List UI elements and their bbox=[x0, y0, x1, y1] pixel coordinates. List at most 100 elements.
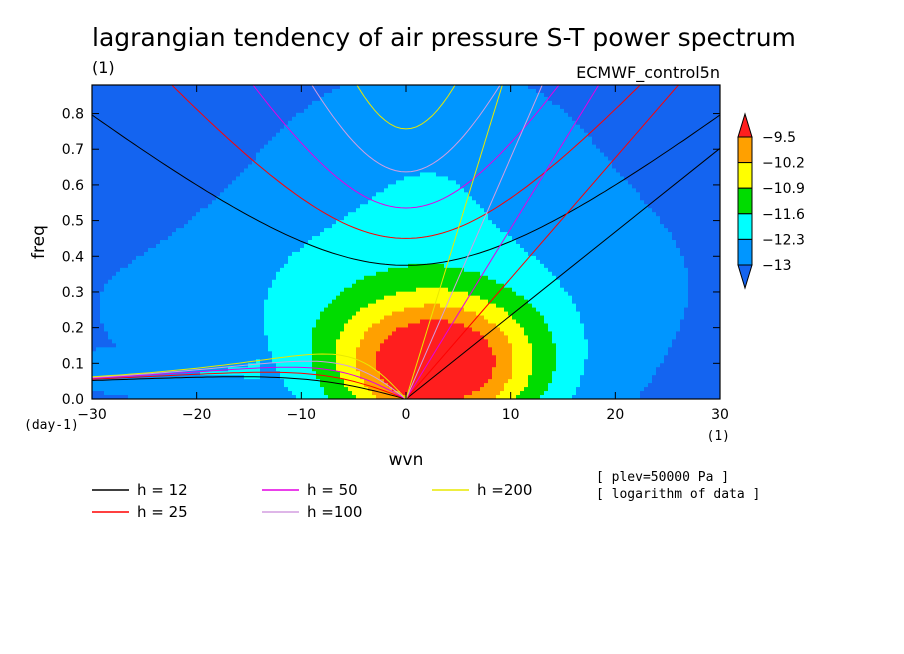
heat-cell bbox=[156, 267, 161, 273]
heat-cell bbox=[256, 108, 261, 114]
heat-cell bbox=[228, 172, 233, 178]
heat-cell bbox=[180, 204, 185, 209]
heat-cell bbox=[320, 132, 325, 138]
heat-cell bbox=[340, 224, 345, 229]
heat-cell bbox=[240, 136, 245, 142]
heat-cell bbox=[224, 323, 229, 329]
heat-cell bbox=[308, 120, 313, 126]
heat-cell bbox=[272, 351, 277, 356]
heat-cell bbox=[272, 359, 277, 364]
heat-cell bbox=[92, 299, 97, 305]
heat-cell bbox=[100, 85, 105, 90]
heat-cell bbox=[148, 184, 153, 189]
heat-cell bbox=[320, 192, 325, 197]
heat-cell bbox=[292, 339, 297, 344]
heat-cell bbox=[108, 303, 113, 309]
heat-cell bbox=[244, 160, 249, 166]
heat-cell bbox=[252, 92, 257, 98]
heat-cell bbox=[124, 200, 129, 205]
heat-cell bbox=[228, 247, 233, 253]
heat-cell bbox=[304, 347, 309, 352]
heat-cell bbox=[316, 363, 321, 368]
heat-cell bbox=[152, 212, 157, 217]
heat-cell bbox=[220, 112, 225, 118]
heat-cell bbox=[124, 339, 129, 344]
heat-cell bbox=[280, 383, 285, 388]
heat-cell bbox=[112, 208, 117, 213]
heat-cell bbox=[264, 184, 269, 189]
heat-cell bbox=[260, 104, 265, 110]
heat-cell bbox=[140, 112, 145, 118]
heat-cell bbox=[188, 140, 193, 146]
heat-cell bbox=[324, 375, 329, 380]
heat-cell bbox=[272, 391, 277, 396]
heat-cell bbox=[200, 263, 205, 269]
heat-cell bbox=[200, 224, 205, 229]
heat-cell bbox=[228, 331, 233, 336]
heat-cell bbox=[288, 92, 293, 98]
heat-cell bbox=[324, 391, 329, 396]
heat-cell bbox=[248, 379, 253, 384]
heat-cell bbox=[176, 132, 181, 138]
heat-cell bbox=[212, 323, 217, 329]
heat-cell bbox=[240, 116, 245, 122]
heat-cell bbox=[308, 108, 313, 114]
heat-cell bbox=[100, 283, 105, 289]
heat-cell bbox=[164, 243, 169, 249]
heat-cell bbox=[184, 395, 189, 399]
heat-cell bbox=[236, 343, 241, 348]
heat-cell bbox=[320, 259, 325, 265]
heat-cell bbox=[176, 323, 181, 329]
heat-cell bbox=[128, 164, 133, 170]
heat-cell bbox=[228, 156, 233, 162]
heat-cell bbox=[272, 120, 277, 126]
heat-cell bbox=[260, 196, 265, 201]
heat-cell bbox=[160, 136, 165, 142]
heat-cell bbox=[176, 255, 181, 261]
heat-cell bbox=[132, 391, 137, 396]
heat-cell bbox=[116, 371, 121, 376]
heat-cell bbox=[116, 112, 121, 118]
heat-cell bbox=[176, 124, 181, 130]
heat-cell bbox=[112, 383, 117, 388]
heat-cell bbox=[184, 168, 189, 174]
heat-cell bbox=[252, 156, 257, 162]
heat-cell bbox=[280, 88, 285, 94]
heat-cell bbox=[100, 311, 105, 317]
heat-cell bbox=[208, 339, 213, 344]
heat-cell bbox=[332, 319, 337, 325]
heat-cell bbox=[316, 315, 321, 321]
heat-cell bbox=[156, 108, 161, 114]
heat-cell bbox=[316, 247, 321, 253]
heat-cell bbox=[116, 152, 121, 158]
heat-cell bbox=[136, 164, 141, 170]
heat-cell bbox=[128, 295, 133, 301]
heat-cell bbox=[316, 267, 321, 273]
heat-cell bbox=[228, 144, 233, 150]
heat-cell bbox=[196, 232, 201, 237]
heat-cell bbox=[280, 96, 285, 102]
heat-cell bbox=[204, 172, 209, 178]
heat-cell bbox=[240, 156, 245, 162]
heat-cell bbox=[232, 347, 237, 352]
heat-cell bbox=[292, 291, 297, 297]
heat-cell bbox=[260, 311, 265, 317]
heat-cell bbox=[312, 387, 317, 392]
heat-cell bbox=[232, 243, 237, 249]
heat-cell bbox=[316, 208, 321, 213]
heat-cell bbox=[284, 112, 289, 118]
heat-cell bbox=[312, 363, 317, 368]
heat-cell bbox=[184, 104, 189, 110]
heat-cell bbox=[308, 140, 313, 146]
heat-cell bbox=[244, 116, 249, 122]
heat-cell bbox=[160, 184, 165, 189]
heat-cell bbox=[220, 323, 225, 329]
heat-cell bbox=[236, 279, 241, 285]
heat-cell bbox=[92, 395, 97, 399]
heat-cell bbox=[152, 263, 157, 269]
heat-cell bbox=[264, 315, 269, 321]
heat-cell bbox=[168, 247, 173, 253]
heat-cell bbox=[232, 124, 237, 130]
heat-cell bbox=[216, 295, 221, 301]
heat-cell bbox=[216, 279, 221, 285]
